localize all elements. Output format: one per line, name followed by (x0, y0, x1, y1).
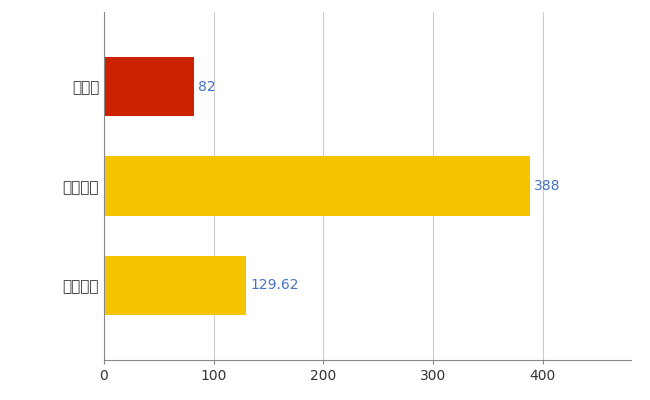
Text: 129.62: 129.62 (250, 278, 299, 292)
Bar (104, 156, 530, 216)
Text: 388: 388 (534, 179, 560, 193)
Bar (104, 57, 194, 116)
Bar (104, 256, 246, 315)
Text: 82: 82 (198, 80, 216, 94)
